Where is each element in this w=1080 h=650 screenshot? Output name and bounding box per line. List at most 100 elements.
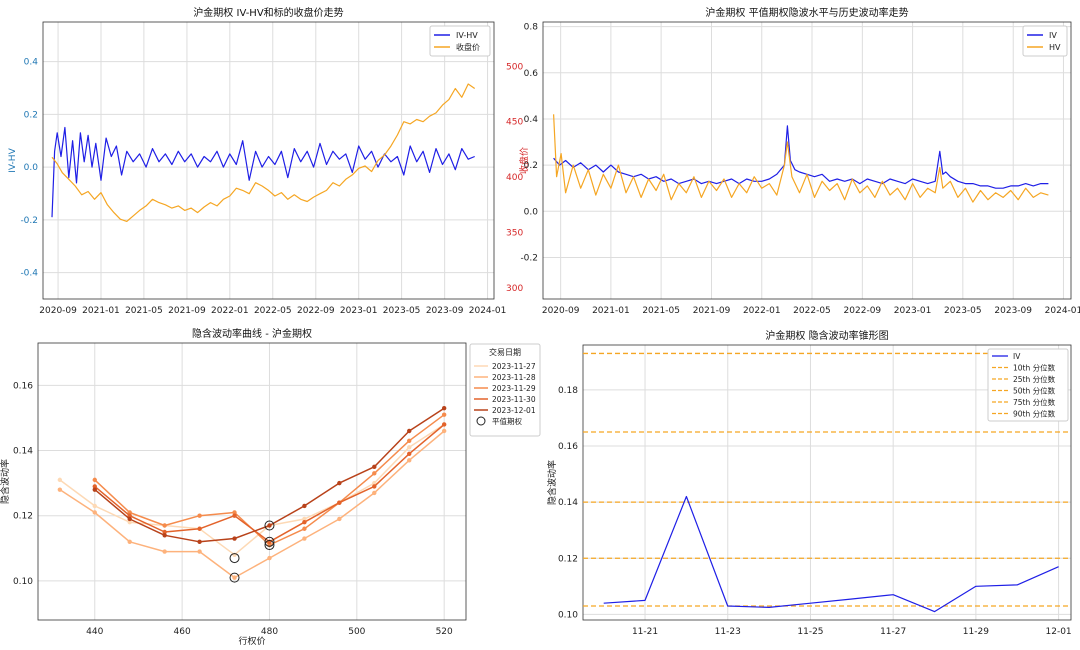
data-point [302,536,307,541]
plot-frame [542,21,1072,300]
data-point [302,520,307,525]
x-tick-label: 2022-09 [844,306,882,316]
x-tick-label: 2022-09 [297,306,335,316]
data-point [57,477,63,483]
data-point [267,555,272,561]
series-line [603,495,1059,613]
data-point [232,575,237,580]
data-point [302,516,307,522]
data-point [197,539,202,544]
data-point [162,523,167,528]
legend-label: 75th 分位数 [1013,397,1056,407]
legend-box [429,25,491,57]
x-tick-label: 500 [348,627,365,637]
data-point [232,510,237,515]
data-point [92,487,97,492]
y-tick-label: 0.0 [24,163,39,173]
y-tick-label: -0.4 [20,269,38,279]
series-line [59,430,445,579]
y-tick-label: 0.0 [524,207,539,217]
legend-label: 2023-11-30 [492,395,536,404]
legend-box [469,343,541,437]
atm-marker [264,520,275,531]
data-point [162,529,167,535]
x-tick-label: 2021-09 [693,306,731,316]
data-point [232,536,237,541]
y-tick-label: 0.6 [524,69,539,79]
atm-marker [229,553,240,564]
data-point [197,526,202,531]
data-point [372,464,377,470]
data-point [407,458,412,463]
data-point [337,480,342,486]
y-right-tick-label: 450 [506,118,523,128]
data-point [127,539,132,544]
data-point [92,477,97,483]
data-point [127,516,132,522]
data-point [92,503,97,509]
series-line [51,126,475,218]
x-tick-label: 2022-05 [254,306,292,316]
x-tick-label: 2024-01 [1045,306,1080,316]
y-right-tick-label: 500 [506,62,523,72]
legend-label: 平值期权 [492,416,522,426]
x-tick-label: 2021-05 [125,306,163,316]
x-axis-label: 行权价 [238,635,265,646]
plot-frame [37,342,467,621]
chart-iv_hv_price: 2020-09 2021-01 2021-05 2021-09 2022-01 2022-… [8,6,530,316]
data-point [127,510,132,515]
legend-label: IV-HV [456,31,478,40]
y-right-tick-label: 300 [506,284,523,294]
x-tick-label: 2021-01 [82,306,120,316]
legend-label: IV [1049,31,1057,40]
data-point [372,480,377,486]
x-tick-label: 11-25 [797,627,823,637]
legend-label: 50th 分位数 [1013,386,1056,396]
legend-swatch [476,416,486,426]
data-point [337,516,342,522]
y-tick-label: 0.12 [13,512,33,522]
atm-marker [229,572,240,583]
y-tick-label: 0.8 [524,23,539,33]
plot-area [38,343,466,620]
legend-label: 2023-11-29 [492,384,536,393]
plot-frame [582,344,1072,621]
series-line [553,125,1049,189]
chart-cone: 11-21 11-23 11-25 11-27 11-29 12-01 0.10 0.12 0.… [546,329,1072,637]
chart-title: 沪金期权 IV-HV和标的收盘价走势 [193,6,343,19]
y-tick-label: 0.16 [13,381,33,391]
data-point [162,549,167,554]
data-point [407,451,412,456]
data-point [441,422,447,427]
legend-label: 90th 分位数 [1013,409,1056,419]
legend-box [1022,25,1068,57]
legend-label: 25th 分位数 [1013,374,1056,384]
legend-label: 10th 分位数 [1013,363,1056,373]
x-tick-label: 2022-05 [793,306,831,316]
x-tick-label: 2023-01 [340,306,378,316]
x-tick-label: 2021-01 [592,306,630,316]
x-tick-label: 2024-01 [469,306,507,316]
x-tick-label: 440 [86,627,103,637]
atm-marker [264,540,275,551]
legend-label: IV [1013,352,1021,361]
x-tick-label: 12-01 [1046,627,1072,637]
chart-title: 隐含波动率曲线 - 沪金期权 [192,327,312,340]
plot-area [43,22,494,299]
chart-title: 沪金期权 隐含波动率锥形图 [765,329,888,342]
legend-title: 交易日期 [489,347,521,357]
data-point [372,471,377,476]
data-point [441,412,447,417]
x-tick-label: 2023-09 [994,306,1032,316]
plot-area [543,22,1071,299]
y-tick-label: 0.14 [558,498,578,508]
y-axis-label: IV-HV [8,147,18,172]
data-point [92,484,97,489]
x-tick-label: 2023-09 [426,306,464,316]
x-tick-label: 460 [174,627,191,637]
atm-marker [264,536,275,547]
y-axis-label: 隐含波动率 [546,460,558,505]
data-point [127,513,132,518]
x-tick-label: 520 [436,627,453,637]
